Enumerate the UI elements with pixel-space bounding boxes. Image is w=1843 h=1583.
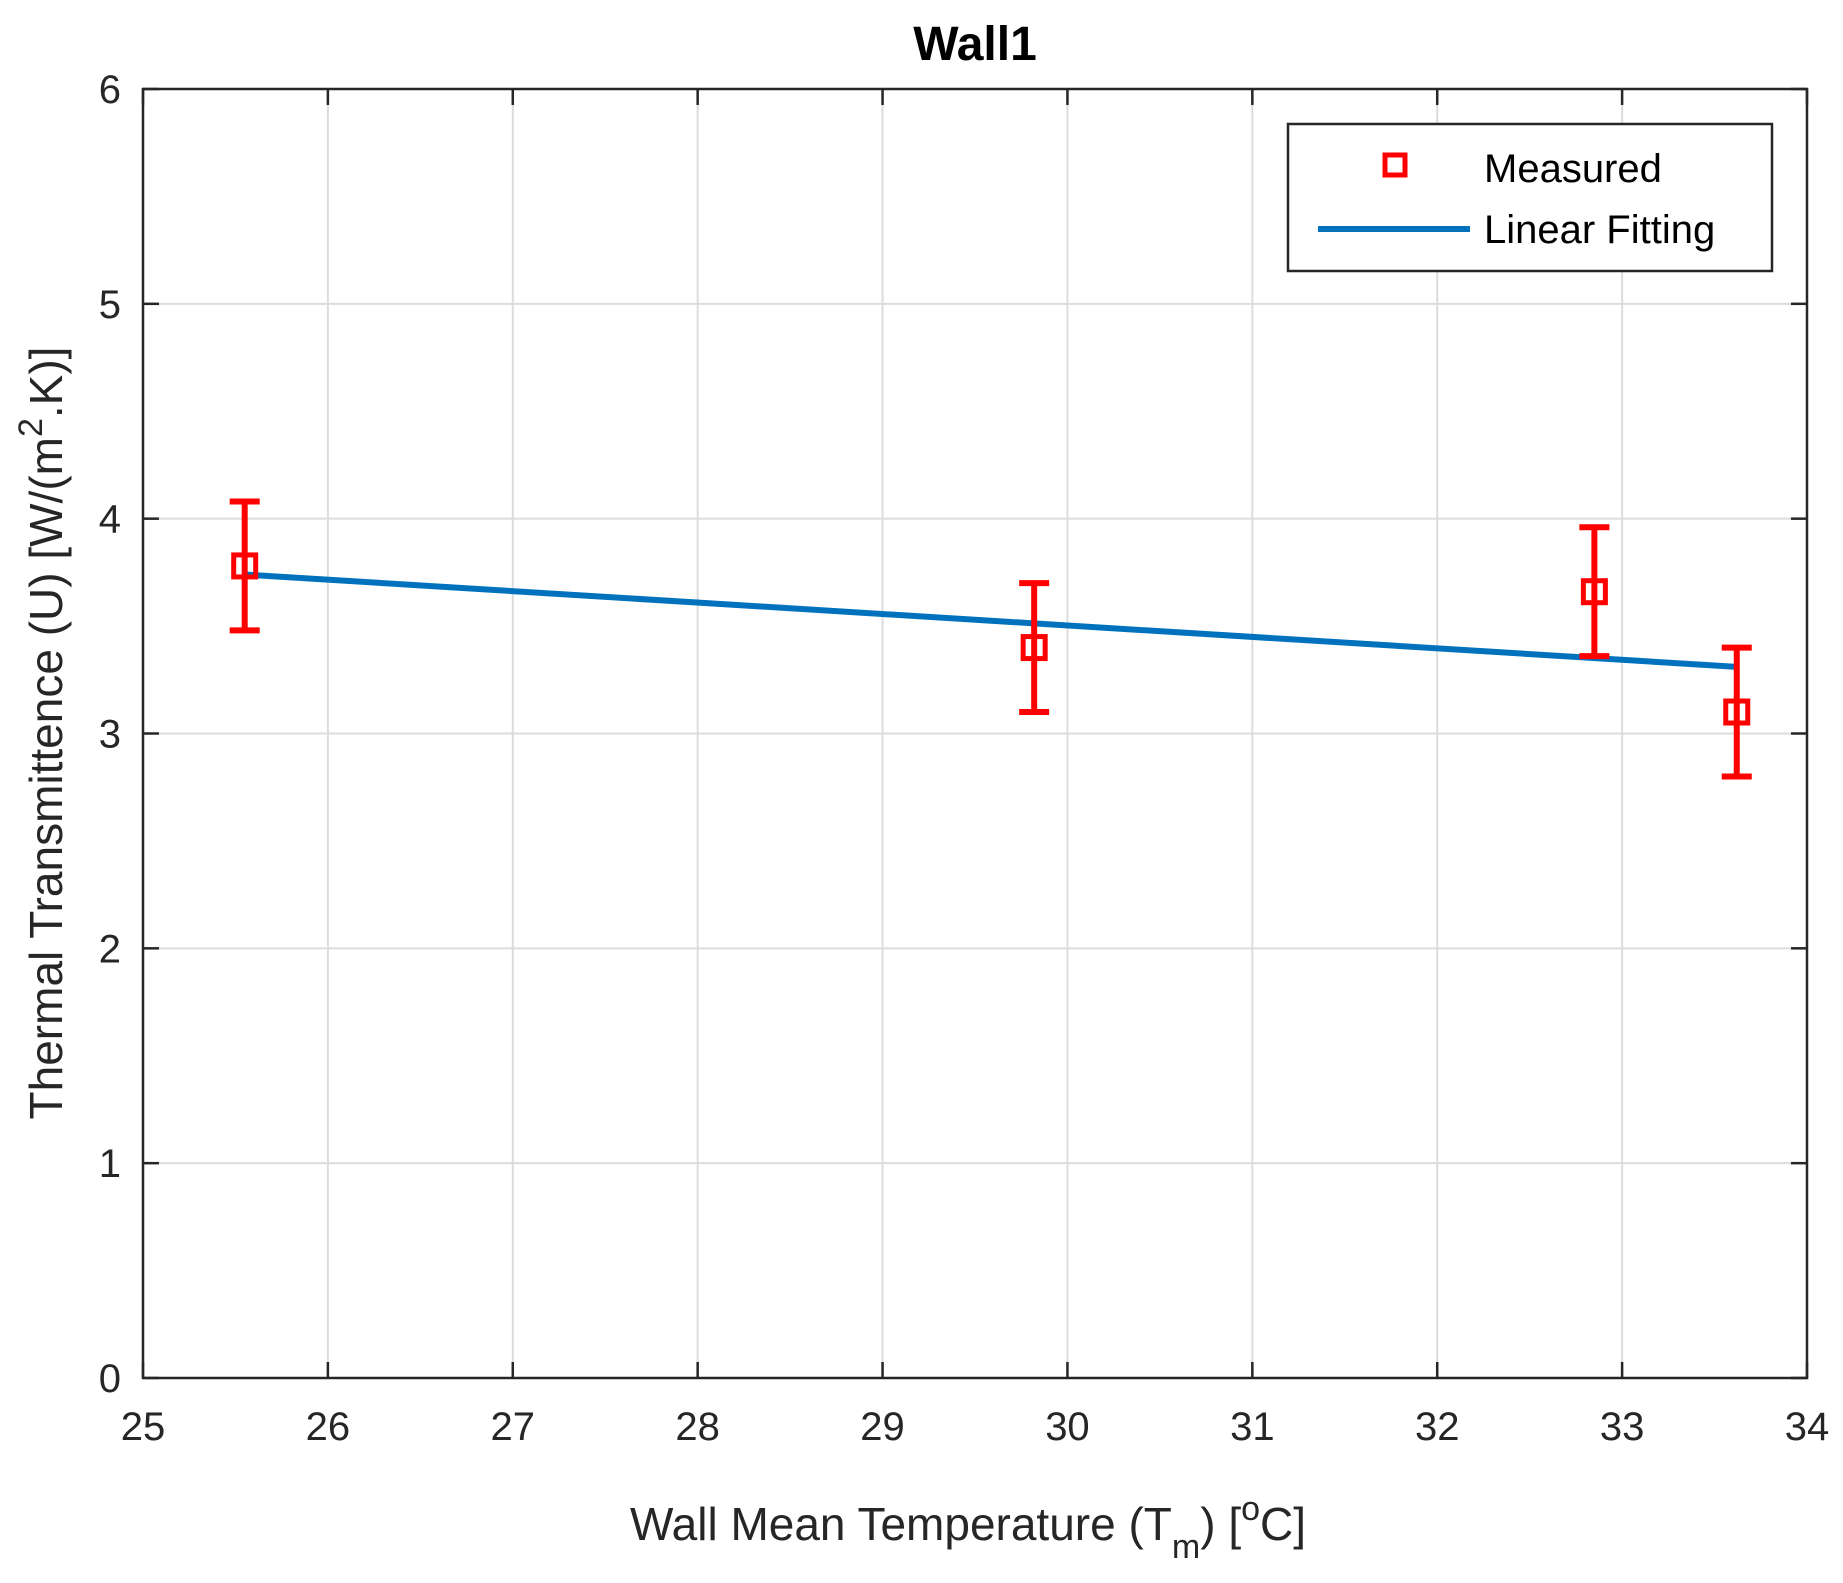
chart-title: Wall1 [913, 18, 1037, 71]
x-tick-label: 34 [1785, 1405, 1830, 1449]
y-tick-label: 2 [99, 927, 121, 971]
y-axis-label-prefix: Thermal Transmittence (U) [W/(m [20, 437, 72, 1119]
x-axis-label-mid: ) [ [1200, 1498, 1241, 1550]
legend-measured-label: Measured [1484, 147, 1662, 191]
measured-point [1721, 644, 1752, 780]
x-axis-label-subscript: m [1172, 1528, 1200, 1566]
y-tick-label: 3 [99, 713, 121, 757]
y-axis-label: Thermal Transmittence (U) [W/(m2.K)] [12, 347, 72, 1120]
x-tick-label: 27 [491, 1405, 536, 1449]
x-tick-label: 30 [1045, 1405, 1090, 1449]
x-tick-label: 32 [1415, 1405, 1460, 1449]
x-axis-label-prefix: Wall Mean Temperature (T [630, 1498, 1172, 1550]
y-axis-label-suffix: .K)] [20, 347, 72, 419]
measured-marker [1580, 578, 1608, 606]
x-axis-label-superscript: o [1241, 1490, 1260, 1528]
legend-linear-fitting-label: Linear Fitting [1484, 208, 1715, 252]
measured-marker [1020, 634, 1048, 662]
measured-marker [231, 552, 259, 580]
measured-marker [1723, 698, 1751, 726]
x-axis-label: Wall Mean Temperature (Tm) [oC] [630, 1490, 1306, 1566]
x-tick-label: 31 [1230, 1405, 1275, 1449]
linear-fitting-line [244, 571, 1737, 670]
x-axis-label-suffix: C] [1260, 1498, 1306, 1550]
legend-measured-marker [1382, 152, 1408, 178]
legend-box [1286, 122, 1774, 273]
measured-point [1019, 580, 1050, 716]
y-tick-label: 4 [99, 498, 121, 542]
measured-point [229, 498, 260, 634]
y-tick-label: 5 [99, 283, 121, 327]
y-tick-label: 0 [99, 1357, 121, 1401]
x-tick-label: 25 [121, 1405, 166, 1449]
x-tick-label: 26 [306, 1405, 351, 1449]
x-tick-label: 28 [675, 1405, 720, 1449]
x-tick-label: 29 [860, 1405, 905, 1449]
x-tick-label: 33 [1600, 1405, 1645, 1449]
y-tick-label: 6 [99, 68, 121, 112]
fit-line-layer [244, 571, 1737, 670]
y-ticks: 0 1 2 3 4 5 6 [99, 68, 1807, 1401]
measured-points-layer [229, 498, 1752, 780]
legend: Measured Linear Fitting [1286, 122, 1774, 273]
y-axis-label-superscript: 2 [12, 418, 50, 437]
x-ticks: 25 26 27 28 29 30 31 32 33 34 [121, 89, 1830, 1449]
y-tick-label: 1 [99, 1142, 121, 1186]
measured-point [1579, 524, 1610, 660]
